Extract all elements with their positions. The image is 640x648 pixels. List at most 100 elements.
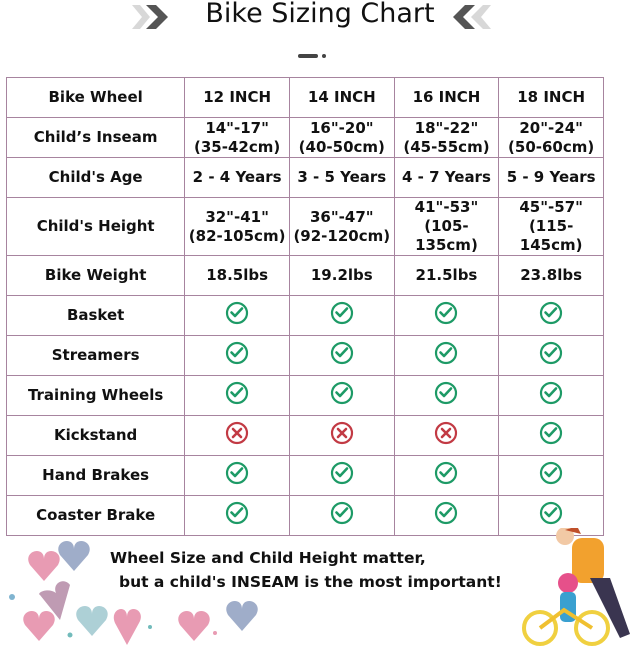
table-cell [288,375,395,416]
table-cell [184,415,290,456]
table-cell [393,495,500,536]
table-cell [184,455,290,496]
row-label: Kickstand [5,415,186,456]
table-cell [498,415,604,456]
row-label: Bike Wheel [5,77,186,118]
table-cell [288,415,395,456]
table-cell [393,455,500,496]
divider-dot [322,54,326,58]
heart-icon [23,611,55,641]
table-cell: 12 INCH [184,77,290,118]
row-label: Coaster Brake [5,495,186,536]
heart-icon [39,581,70,620]
table-cell [498,455,604,496]
table-cell: 18"-22" (45-55cm) [393,117,500,158]
chevron-left-decoration-icon [453,5,491,29]
table-cell: 21.5lbs [393,255,500,296]
table-row-bike-weight: Bike Weight 18.5lbs 19.2lbs 21.5lbs 23.8lbs [5,255,604,296]
table-cell: 36"-47" (92-120cm) [288,197,395,256]
heart-icon [58,541,90,571]
table-row-basket: Basket [5,295,604,336]
table-row-kickstand: Kickstand [5,415,604,456]
table-cell: 4 - 7 Years [393,157,500,198]
table-cell [393,335,500,376]
table-row-coaster-brake: Coaster Brake [5,495,604,536]
table-cell: 2 - 4 Years [184,157,290,198]
table-cell: 19.2lbs [288,255,395,296]
x-circle-icon [434,421,458,450]
check-circle-icon [434,341,458,370]
check-circle-icon [330,381,354,410]
check-circle-icon [225,501,249,530]
check-circle-icon [434,461,458,490]
table-cell [393,375,500,416]
table-cell: 14 INCH [288,77,395,118]
caption-line-2: but a child's INSEAM is the most importa… [119,573,502,591]
table-row-hand-brakes: Hand Brakes [5,455,604,496]
table-cell [498,375,604,416]
table-cell [288,335,395,376]
table-cell: 3 - 5 Years [288,157,395,198]
x-circle-icon [225,421,249,450]
check-circle-icon [539,341,563,370]
table-cell: 32"-41" (82-105cm) [184,197,290,256]
check-circle-icon [539,461,563,490]
table-cell [393,415,500,456]
table-cell: 16 INCH [393,77,500,118]
check-circle-icon [434,301,458,330]
x-circle-icon [330,421,354,450]
check-circle-icon [539,381,563,410]
table-cell [184,495,290,536]
table-row-child-s-inseam: Child’s Inseam 14"-17" (35-42cm) 16"-20" (… [5,117,604,158]
table-cell: 16"-20" (40-50cm) [288,117,395,158]
check-circle-icon [539,301,563,330]
row-label: Child's Height [5,197,186,256]
check-circle-icon [434,501,458,530]
check-circle-icon [225,301,249,330]
table-cell: 5 - 9 Years [498,157,604,198]
row-label: Streamers [5,335,186,376]
heart-icon [226,601,258,631]
check-circle-icon [225,341,249,370]
table-row-child-s-age: Child's Age 2 - 4 Years 3 - 5 Years 4 - 7 Y… [5,157,604,198]
caption-line-1: Wheel Size and Child Height matter, [110,549,426,567]
row-label: Bike Weight [5,255,186,296]
hearts-decoration [9,541,258,645]
header: Bike Sizing Chart [0,0,640,34]
table-row-streamers: Streamers [5,335,604,376]
check-circle-icon [434,381,458,410]
row-label: Child’s Inseam [5,117,186,158]
table-cell [288,455,395,496]
table-cell: 18.5lbs [184,255,290,296]
table-row-child-s-height: Child's Height 32"-41" (82-105cm) 36"-47" … [5,197,604,256]
check-circle-icon [225,461,249,490]
chevron-right-decoration-icon [132,5,168,29]
check-circle-icon [330,461,354,490]
table-row-training-wheels: Training Wheels [5,375,604,416]
row-label: Child's Age [5,157,186,198]
heart-icon [28,551,60,581]
check-circle-icon [330,341,354,370]
table-cell [498,495,604,536]
table-cell [393,295,500,336]
page-title: Bike Sizing Chart [205,0,435,29]
table-cell: 20"-24" (50-60cm) [498,117,604,158]
check-circle-icon [330,301,354,330]
check-circle-icon [539,421,563,450]
table-cell [498,295,604,336]
table-cell: 41"-53" (105-135cm) [393,197,500,256]
table-cell: 14"-17" (35-42cm) [184,117,290,158]
table-cell [288,495,395,536]
table-cell [288,295,395,336]
table-row-bike-wheel: Bike Wheel 12 INCH 14 INCH 16 INCH 18 INCH [5,77,604,118]
sizing-table: Bike Wheel 12 INCH 14 INCH 16 INCH 18 INCH Ch… [5,77,604,536]
table-cell [184,295,290,336]
divider [298,54,318,58]
check-circle-icon [225,381,249,410]
table-cell: 45"-57" (115-145cm) [498,197,604,256]
row-label: Training Wheels [5,375,186,416]
table-cell [498,335,604,376]
heart-icon [178,611,210,641]
table-cell [184,335,290,376]
table-cell [184,375,290,416]
